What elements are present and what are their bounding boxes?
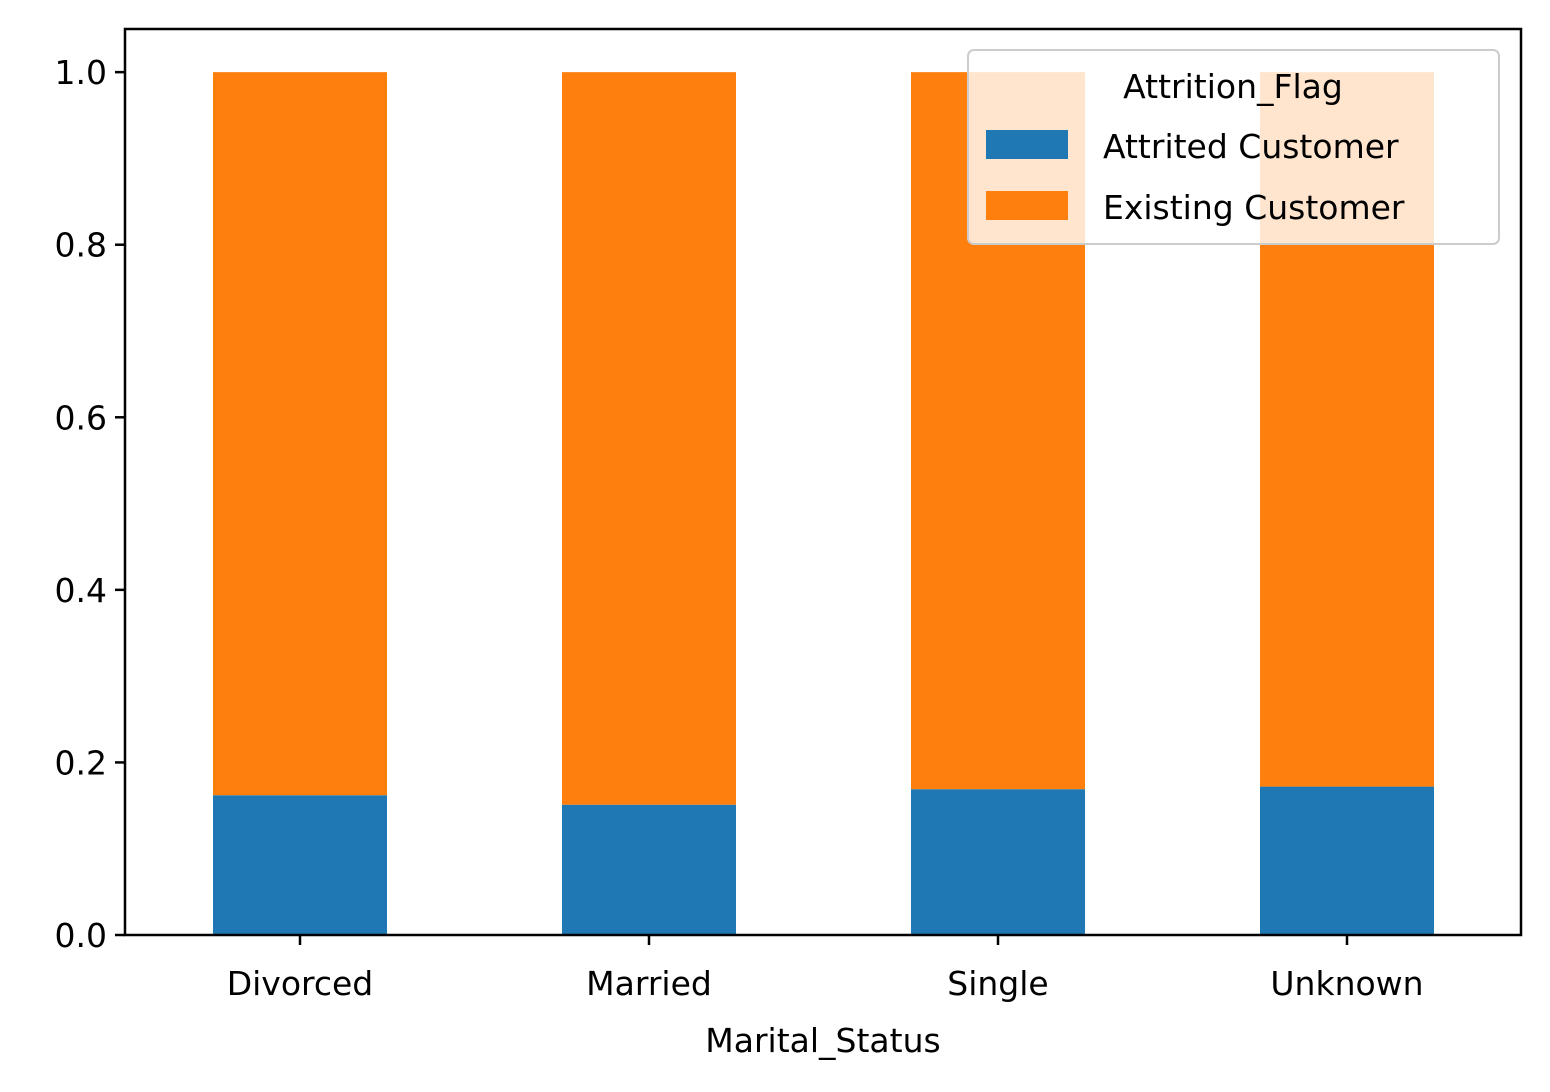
x-tick-label-married: Married	[586, 964, 712, 1003]
bar-divorced-existing	[213, 72, 387, 796]
legend-label-attrited: Attrited Customer	[1103, 127, 1399, 166]
legend-swatch-existing	[986, 191, 1068, 220]
legend-title: Attrition_Flag	[1123, 67, 1343, 106]
legend-label-existing: Existing Customer	[1103, 188, 1405, 227]
bar-single-attrited	[911, 789, 1085, 935]
plot-frame	[123, 27, 1523, 937]
bar-married-existing	[562, 72, 736, 805]
y-tick-label: 0.4	[55, 571, 107, 610]
bar-unknown-attrited	[1260, 786, 1434, 935]
y-tick-label: 1.0	[55, 53, 107, 92]
legend: Attrition_Flag Attrited Customer Existin…	[967, 49, 1500, 245]
legend-swatch-attrited	[986, 130, 1068, 159]
y-tick-label: 0.6	[55, 398, 107, 437]
x-tick-label-divorced: Divorced	[227, 964, 374, 1003]
x-axis: Divorced Married Single Unknown	[227, 935, 1424, 1003]
y-tick-label: 0.2	[55, 743, 107, 782]
x-axis-label: Marital_Status	[705, 1021, 940, 1060]
y-tick-label: 0.0	[55, 916, 107, 955]
bars-group	[213, 72, 1434, 935]
bar-divorced-attrited	[213, 795, 387, 935]
x-tick-label-unknown: Unknown	[1270, 964, 1423, 1003]
x-tick-label-single: Single	[947, 964, 1048, 1003]
bar-married-attrited	[562, 804, 736, 935]
y-axis: 0.0 0.2 0.4 0.6 0.8 1.0	[55, 53, 125, 955]
legend-frame	[967, 49, 1500, 245]
y-tick-label: 0.8	[55, 226, 107, 265]
